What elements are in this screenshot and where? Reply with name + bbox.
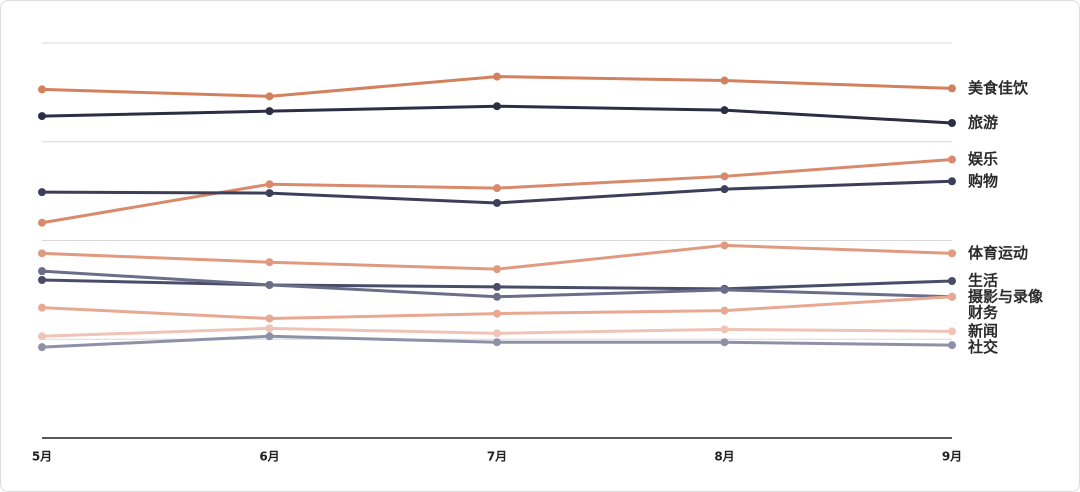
data-point — [948, 155, 956, 164]
data-point — [265, 332, 274, 341]
data-point — [720, 172, 729, 181]
data-point — [948, 341, 956, 350]
data-point — [493, 72, 501, 81]
x-tick-label: 8月 — [714, 450, 734, 464]
data-point — [720, 106, 729, 115]
data-point — [493, 198, 501, 207]
data-point — [948, 276, 956, 285]
data-point — [720, 325, 729, 334]
data-point — [38, 85, 46, 94]
x-tick-label: 7月 — [487, 450, 507, 464]
data-point — [38, 267, 46, 276]
data-point — [493, 102, 501, 111]
data-point — [265, 280, 274, 289]
legend-label: 生活 — [968, 271, 998, 289]
data-point — [265, 324, 274, 333]
x-tick-label: 9月 — [942, 450, 962, 464]
legend-label: 摄影与录像 — [968, 287, 1044, 305]
data-point — [720, 241, 729, 250]
data-point — [265, 314, 274, 323]
data-point — [38, 343, 46, 352]
data-point — [720, 338, 729, 347]
legend-label: 娱乐 — [968, 150, 998, 168]
data-point — [38, 188, 46, 197]
data-point — [38, 218, 46, 227]
data-point — [948, 84, 956, 93]
data-point — [948, 177, 956, 186]
data-point — [493, 292, 501, 301]
data-point — [38, 249, 46, 258]
data-point — [38, 112, 46, 121]
x-tick-label: 5月 — [32, 450, 52, 464]
data-point — [38, 276, 46, 284]
data-point — [720, 76, 729, 85]
data-point — [948, 327, 956, 336]
legend-label: 体育运动 — [968, 244, 1028, 262]
data-point — [265, 258, 274, 267]
legend-label: 社交 — [967, 338, 998, 356]
data-point — [720, 185, 729, 194]
legend-label: 美食佳饮 — [968, 79, 1029, 97]
data-point — [493, 265, 501, 274]
data-point — [493, 184, 501, 193]
data-point — [720, 306, 729, 315]
data-point — [265, 180, 274, 189]
data-point — [265, 107, 274, 116]
data-point — [493, 309, 501, 318]
legend-label: 购物 — [968, 172, 998, 190]
data-point — [265, 92, 274, 101]
data-point — [493, 329, 501, 338]
data-point — [720, 285, 729, 294]
data-point — [38, 303, 46, 312]
x-tick-label: 6月 — [259, 450, 279, 464]
data-point — [948, 249, 956, 258]
data-point — [38, 332, 46, 341]
legend-label: 新闻 — [968, 322, 998, 340]
legend-label: 财务 — [968, 303, 999, 321]
data-point — [948, 292, 956, 301]
legend-label: 旅游 — [968, 113, 998, 131]
data-point — [493, 338, 501, 347]
data-point — [948, 118, 956, 127]
data-point — [265, 189, 274, 198]
data-point — [493, 282, 501, 291]
